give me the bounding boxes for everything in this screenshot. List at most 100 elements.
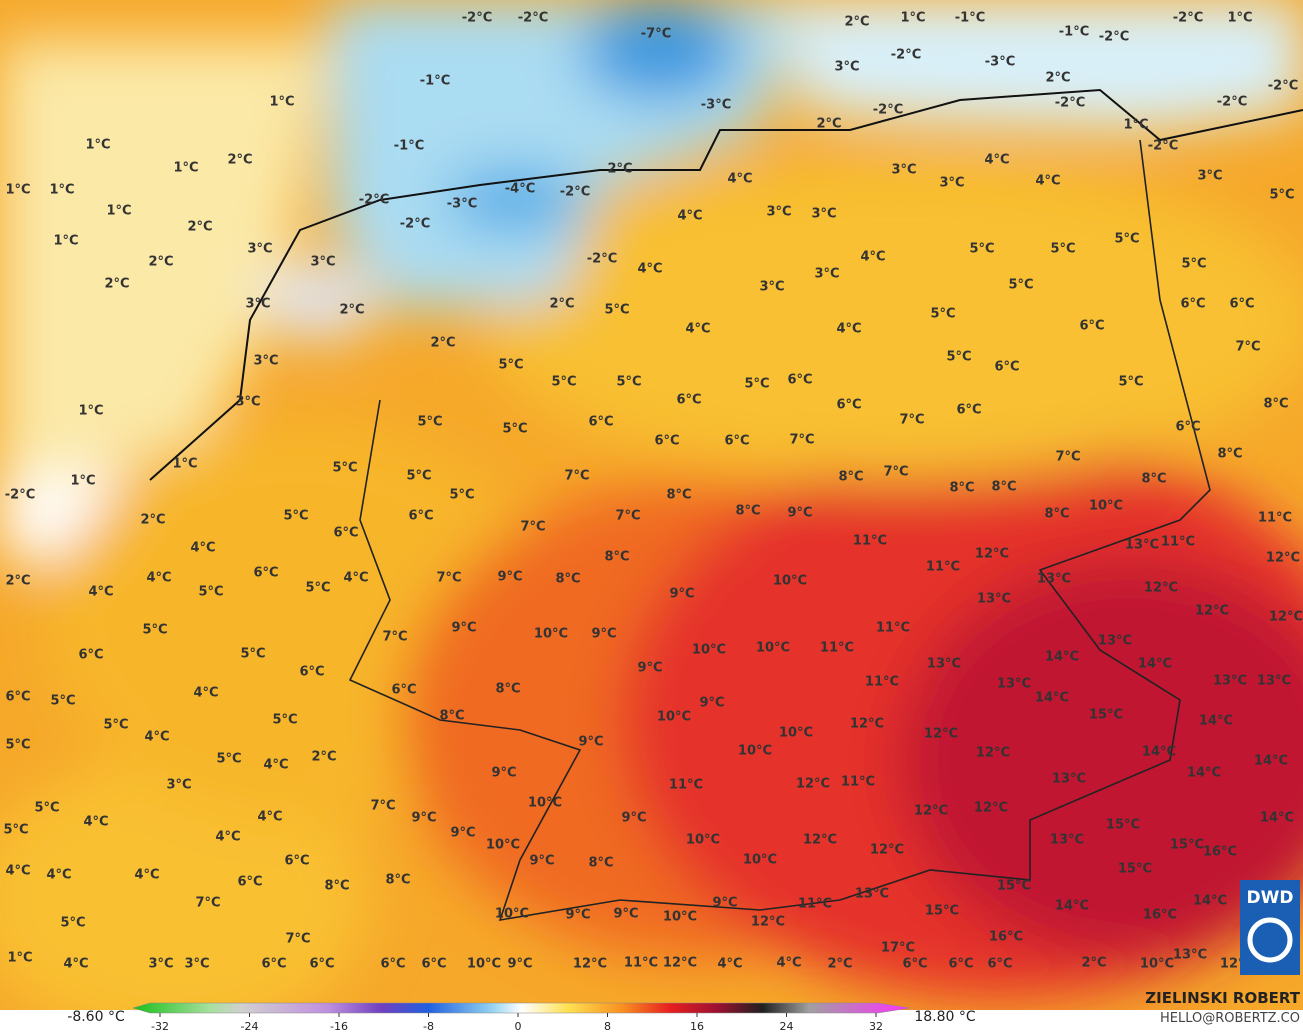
temperature-label: 8°C xyxy=(1141,472,1166,487)
logo-swirl xyxy=(1247,917,1293,963)
temperature-label: 4°C xyxy=(46,868,71,883)
temperature-label: 15°C xyxy=(925,904,959,919)
temperature-label: 3°C xyxy=(939,176,964,191)
temperature-label: 13°C xyxy=(1173,948,1207,963)
temperature-label: 5°C xyxy=(1269,188,1294,203)
temperature-label: -2°C xyxy=(518,11,548,26)
temperature-label: 1°C xyxy=(49,183,74,198)
temperature-label: 5°C xyxy=(142,623,167,638)
temperature-label: 13°C xyxy=(1037,572,1071,587)
temperature-label: 6°C xyxy=(380,957,405,972)
temperature-label: 5°C xyxy=(498,358,523,373)
temperature-label: 11°C xyxy=(865,675,899,690)
temperature-label: 4°C xyxy=(727,172,752,187)
temperature-label: 11°C xyxy=(926,560,960,575)
temperature-label: 6°C xyxy=(261,957,286,972)
temperature-label: 7°C xyxy=(789,433,814,448)
temperature-label: 6°C xyxy=(588,415,613,430)
temperature-label: 1°C xyxy=(7,951,32,966)
temperature-label: -1°C xyxy=(420,74,450,89)
temperature-label: 3°C xyxy=(247,242,272,257)
temperature-label: 5°C xyxy=(1118,375,1143,390)
temperature-label: 11°C xyxy=(820,641,854,656)
email: HELLO@ROBERTZ.CO xyxy=(1160,1011,1300,1026)
legend-bar xyxy=(0,1010,1303,1035)
temperature-label: 10°C xyxy=(756,641,790,656)
temperature-label: 6°C xyxy=(391,683,416,698)
temperature-label: 3°C xyxy=(766,205,791,220)
colorbar-tick-label: 32 xyxy=(869,1020,883,1033)
temperature-label: 10°C xyxy=(657,710,691,725)
temperature-label: -2°C xyxy=(359,193,389,208)
temperature-label: 9°C xyxy=(451,621,476,636)
temperature-label: 5°C xyxy=(551,375,576,390)
colorbar-tick-label: -24 xyxy=(241,1020,259,1033)
temperature-label: 6°C xyxy=(902,957,927,972)
temperature-label: 9°C xyxy=(411,811,436,826)
temperature-label: 11°C xyxy=(853,534,887,549)
temperature-label: 4°C xyxy=(860,250,885,265)
temperature-label: 6°C xyxy=(1175,420,1200,435)
border xyxy=(348,139,1211,922)
temperature-label: 5°C xyxy=(946,350,971,365)
temperature-label: 4°C xyxy=(984,153,1009,168)
temperature-label: 1°C xyxy=(85,138,110,153)
temperature-label: 12°C xyxy=(796,777,830,792)
temperature-label: -2°C xyxy=(1148,139,1178,154)
temperature-label: 3°C xyxy=(253,354,278,369)
temperature-label: 6°C xyxy=(836,398,861,413)
temperature-label: 6°C xyxy=(408,509,433,524)
temperature-label: 4°C xyxy=(83,815,108,830)
temperature-label: 3°C xyxy=(891,163,916,178)
temperature-label: -2°C xyxy=(1268,79,1298,94)
temperature-label: 15°C xyxy=(997,879,1031,894)
temperature-label: 7°C xyxy=(195,896,220,911)
temperature-label: 3°C xyxy=(759,280,784,295)
temperature-label: 10°C xyxy=(467,957,501,972)
temperature-label: 2°C xyxy=(339,303,364,318)
temperature-label: 7°C xyxy=(883,465,908,480)
temperature-label: 10°C xyxy=(528,796,562,811)
temperature-label: 6°C xyxy=(787,373,812,388)
temperature-label: 5°C xyxy=(406,469,431,484)
temperature-label: -2°C xyxy=(1217,95,1247,110)
temperature-label: -1°C xyxy=(394,139,424,154)
temperature-label: 10°C xyxy=(495,907,529,922)
temperature-label: 3°C xyxy=(184,957,209,972)
temperature-label: 10°C xyxy=(738,744,772,759)
temperature-label: 5°C xyxy=(283,509,308,524)
temperature-label: 12°C xyxy=(976,746,1010,761)
temperature-label: 5°C xyxy=(305,581,330,596)
temperature-label: 8°C xyxy=(991,480,1016,495)
temperature-label: 2°C xyxy=(227,153,252,168)
temperature-label: 11°C xyxy=(798,897,832,912)
temperature-label: 2°C xyxy=(430,336,455,351)
temperature-label: 5°C xyxy=(60,916,85,931)
temperature-label: 9°C xyxy=(621,811,646,826)
temperature-label: 10°C xyxy=(686,833,720,848)
temperature-label: -2°C xyxy=(5,488,35,503)
temperature-label: 1°C xyxy=(53,234,78,249)
temperature-label: 10°C xyxy=(534,627,568,642)
temperature-label: 5°C xyxy=(1008,278,1033,293)
temperature-label: 12°C xyxy=(975,547,1009,562)
temperature-label: 4°C xyxy=(63,957,88,972)
temperature-label: 4°C xyxy=(1035,174,1060,189)
temperature-label: 5°C xyxy=(930,307,955,322)
temperature-label: 3°C xyxy=(834,60,859,75)
temperature-label: 12°C xyxy=(850,717,884,732)
temperature-label: 1°C xyxy=(78,404,103,419)
temperature-label: 12°C xyxy=(751,915,785,930)
temperature-label: 6°C xyxy=(1229,297,1254,312)
temperature-label: 6°C xyxy=(237,875,262,890)
temperature-label: -7°C xyxy=(641,27,671,42)
temperature-label: 1°C xyxy=(70,474,95,489)
temperature-label: 7°C xyxy=(520,520,545,535)
temperature-label: 14°C xyxy=(1199,714,1233,729)
temperature-label: 2°C xyxy=(311,750,336,765)
temperature-label: 6°C xyxy=(421,957,446,972)
temperature-label: 14°C xyxy=(1055,899,1089,914)
temperature-label: 4°C xyxy=(836,322,861,337)
temperature-label: 3°C xyxy=(814,267,839,282)
